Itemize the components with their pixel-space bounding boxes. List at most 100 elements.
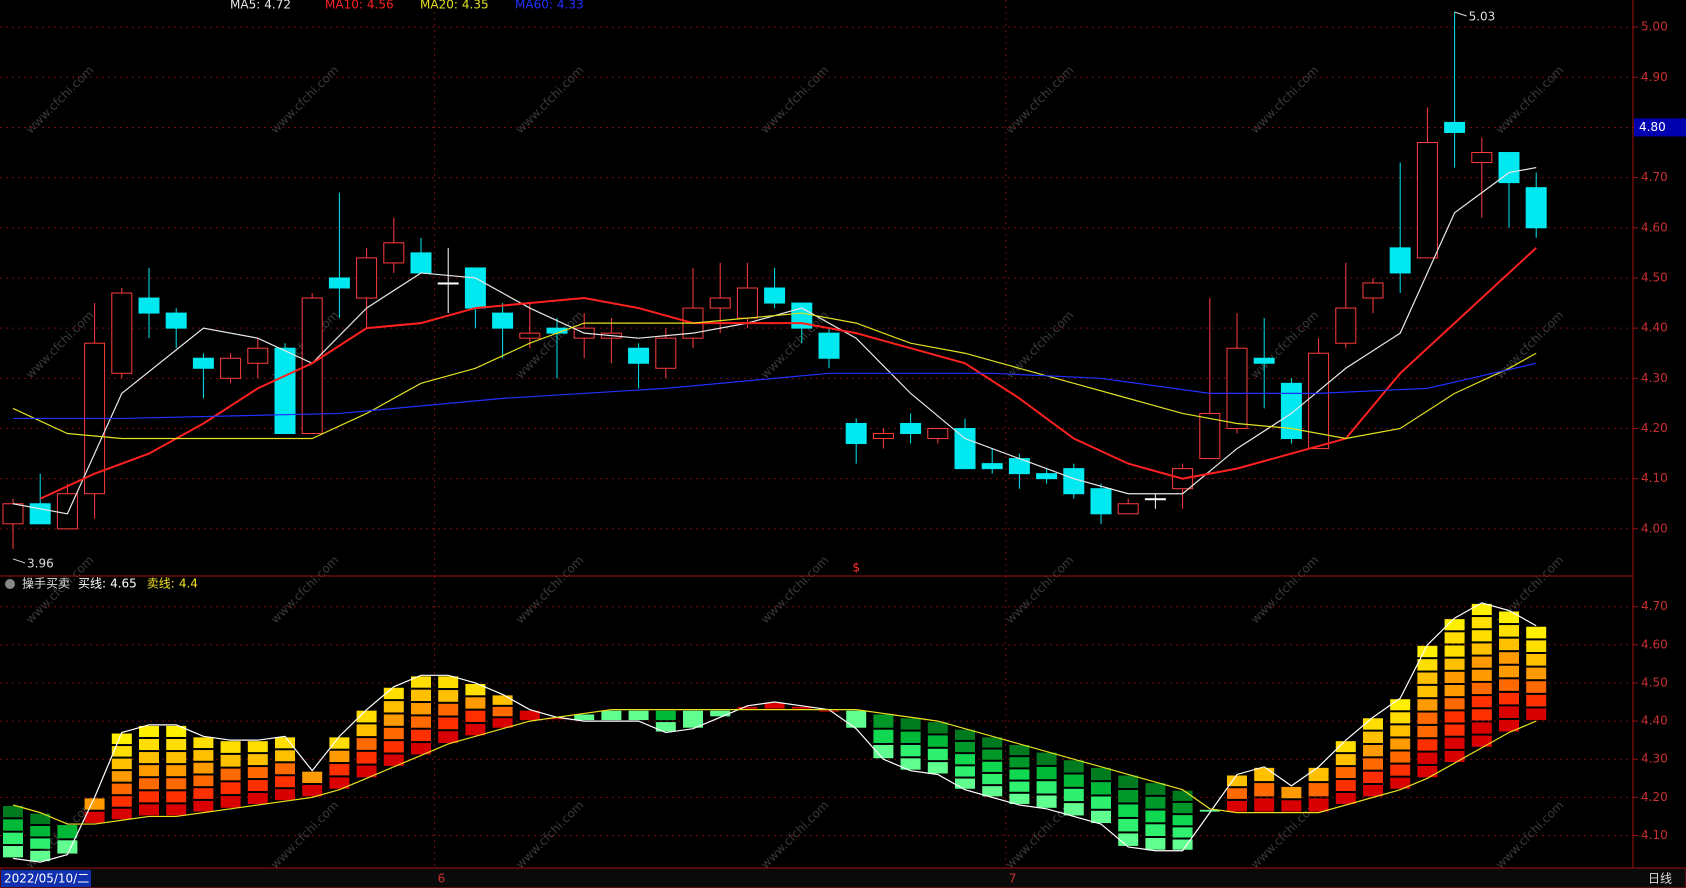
buy-block	[166, 725, 187, 737]
sell-block	[873, 729, 894, 743]
y-tick-label: 5.00	[1641, 20, 1668, 34]
candle-body	[900, 422, 922, 435]
price-tag-label: 4.80	[1639, 120, 1666, 134]
sell-block	[900, 744, 921, 757]
buy-block	[438, 676, 459, 689]
candle-body	[1117, 503, 1139, 515]
buy-block	[1417, 699, 1438, 711]
legend-name: MA5:	[230, 0, 260, 12]
candle-body	[1036, 473, 1058, 480]
buy-block	[1526, 626, 1547, 639]
candle-body	[981, 463, 1003, 470]
y-tick-label: 4.10	[1641, 471, 1668, 485]
sell-block	[955, 754, 975, 765]
buy-block	[329, 750, 350, 763]
sell-block	[1036, 752, 1057, 765]
sell-block	[1036, 781, 1057, 794]
candle-body	[1144, 498, 1166, 501]
sell-block	[927, 762, 948, 774]
sell-block	[1009, 744, 1030, 756]
ma-line	[12, 166, 1537, 515]
buy-block	[1363, 785, 1383, 797]
buy-block	[1499, 665, 1519, 678]
buy-block	[791, 706, 812, 709]
buy-block	[356, 710, 377, 723]
buy-block	[819, 710, 839, 712]
sell-block	[1091, 782, 1111, 795]
sell-block	[1118, 833, 1139, 846]
buy-block	[1390, 699, 1411, 711]
sell-block	[1172, 827, 1193, 838]
candle-body	[1525, 187, 1547, 229]
sell-block	[982, 773, 1003, 785]
buy-block	[737, 706, 758, 709]
candle-body	[111, 292, 133, 374]
sell-block	[955, 778, 975, 789]
buy-block	[1499, 625, 1519, 637]
candle-body	[492, 312, 514, 329]
buy-block	[1471, 617, 1492, 629]
y-tick-label: 4.70	[1641, 599, 1668, 613]
sell-block	[873, 744, 894, 759]
sell-block	[1063, 774, 1084, 787]
ma-line	[39, 247, 1537, 500]
legend-value: 4.72	[264, 0, 291, 12]
buy-block	[411, 743, 431, 755]
buy-block	[139, 765, 159, 777]
candle-body	[192, 357, 214, 369]
buy-block	[1363, 758, 1383, 770]
panel-icon	[5, 579, 15, 589]
buy-block	[1471, 630, 1492, 642]
candle-body	[655, 337, 677, 369]
buy-block	[1363, 771, 1383, 784]
buy-block	[1444, 645, 1465, 657]
sell-block	[982, 737, 1003, 748]
sell-block	[1145, 810, 1166, 823]
buy-block	[1444, 685, 1465, 697]
buy-block	[465, 710, 486, 722]
buy-block	[411, 703, 431, 715]
buy-block	[166, 791, 187, 803]
sell-block	[1063, 760, 1084, 773]
buy-block	[383, 714, 404, 726]
buy-block	[1444, 698, 1465, 710]
y-tick-label: 4.20	[1641, 790, 1668, 804]
buy-block	[1390, 777, 1411, 789]
buy-block	[383, 687, 404, 700]
candle-body	[274, 347, 296, 435]
sell-block	[1091, 796, 1111, 809]
buy-block	[1499, 652, 1519, 664]
sell-block	[57, 825, 78, 839]
sell-block	[655, 710, 676, 721]
buy-block	[247, 793, 268, 804]
date-label: 6	[438, 872, 446, 886]
candle-body	[220, 357, 242, 379]
legend-name: MA10:	[325, 0, 363, 12]
buy-block	[247, 741, 268, 753]
y-tick-label: 4.20	[1641, 421, 1668, 435]
y-tick-label: 4.30	[1641, 752, 1668, 766]
candle-body	[954, 427, 976, 470]
buy-block	[1390, 751, 1411, 763]
sell-block	[873, 714, 894, 728]
annotation-arrow	[12, 558, 26, 564]
sell-block	[30, 813, 51, 825]
candle-body	[1471, 152, 1493, 164]
legend-name: MA20:	[420, 0, 458, 12]
buy-block	[411, 729, 431, 742]
buy-block	[220, 796, 241, 808]
buy-block	[547, 718, 567, 720]
candle-body	[628, 347, 650, 364]
buy-block	[139, 778, 159, 790]
sell-block	[628, 710, 649, 721]
sell-block	[1145, 796, 1166, 809]
y-tick-label: 4.30	[1641, 371, 1668, 385]
candle-body	[1416, 141, 1438, 259]
sell-block	[982, 761, 1003, 772]
buy-block	[220, 754, 241, 767]
buy-block	[247, 754, 268, 766]
buy-block	[111, 746, 132, 757]
legend-name: MA60:	[515, 0, 553, 12]
candle-body	[437, 282, 459, 285]
buy-block	[383, 754, 404, 766]
